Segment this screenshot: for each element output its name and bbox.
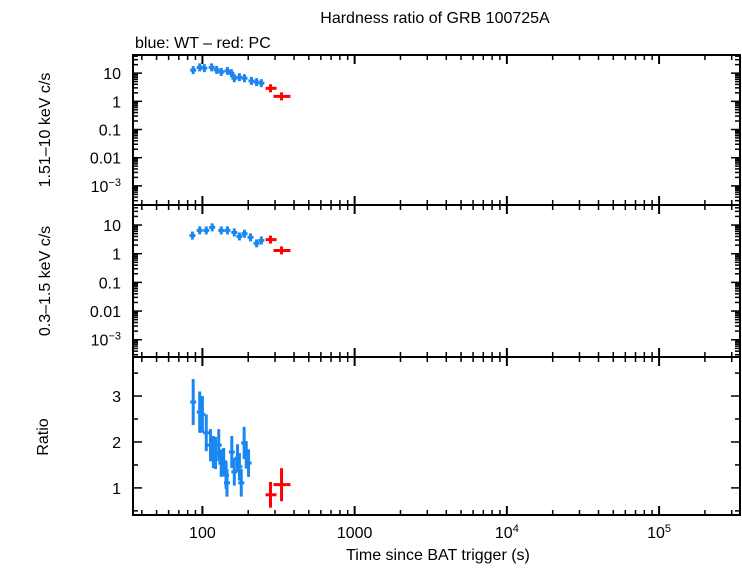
chart-title: Hardness ratio of GRB 100725A: [320, 10, 550, 27]
y-tick-label: 0.01: [90, 304, 121, 321]
y-tick-label: 1: [112, 94, 121, 111]
y-tick-label: 10: [103, 218, 121, 235]
x-tick-label: 105: [647, 523, 671, 542]
chart-subtitle: blue: WT – red: PC: [135, 35, 271, 52]
y-tick-label: 0.1: [99, 275, 121, 292]
y-axis-label-soft: 0.3–1.5 keV c/s: [37, 226, 54, 336]
x-axis-label: Time since BAT trigger (s): [346, 547, 530, 564]
panel-frame: [132, 356, 741, 516]
y-axis-label-hard: 1.51–10 keV c/s: [37, 73, 54, 188]
y-tick-label: 10−3: [91, 177, 121, 196]
x-tick-label: 1000: [337, 525, 373, 542]
y-tick-label: 0.1: [99, 123, 121, 140]
y-tick-label: 3: [112, 389, 121, 406]
y-tick-label: 0.01: [90, 151, 121, 168]
y-axis-label-ratio: Ratio: [35, 418, 52, 455]
panel-frame: [132, 54, 741, 206]
x-tick-label: 100: [189, 525, 216, 542]
y-tick-label: 1: [112, 247, 121, 264]
y-tick-label: 10: [103, 66, 121, 83]
x-tick-label: 104: [495, 523, 519, 542]
y-tick-label: 10−3: [91, 331, 121, 350]
y-tick-label: 1: [112, 481, 121, 498]
y-tick-label: 2: [112, 435, 121, 452]
panel-frame: [132, 204, 741, 358]
